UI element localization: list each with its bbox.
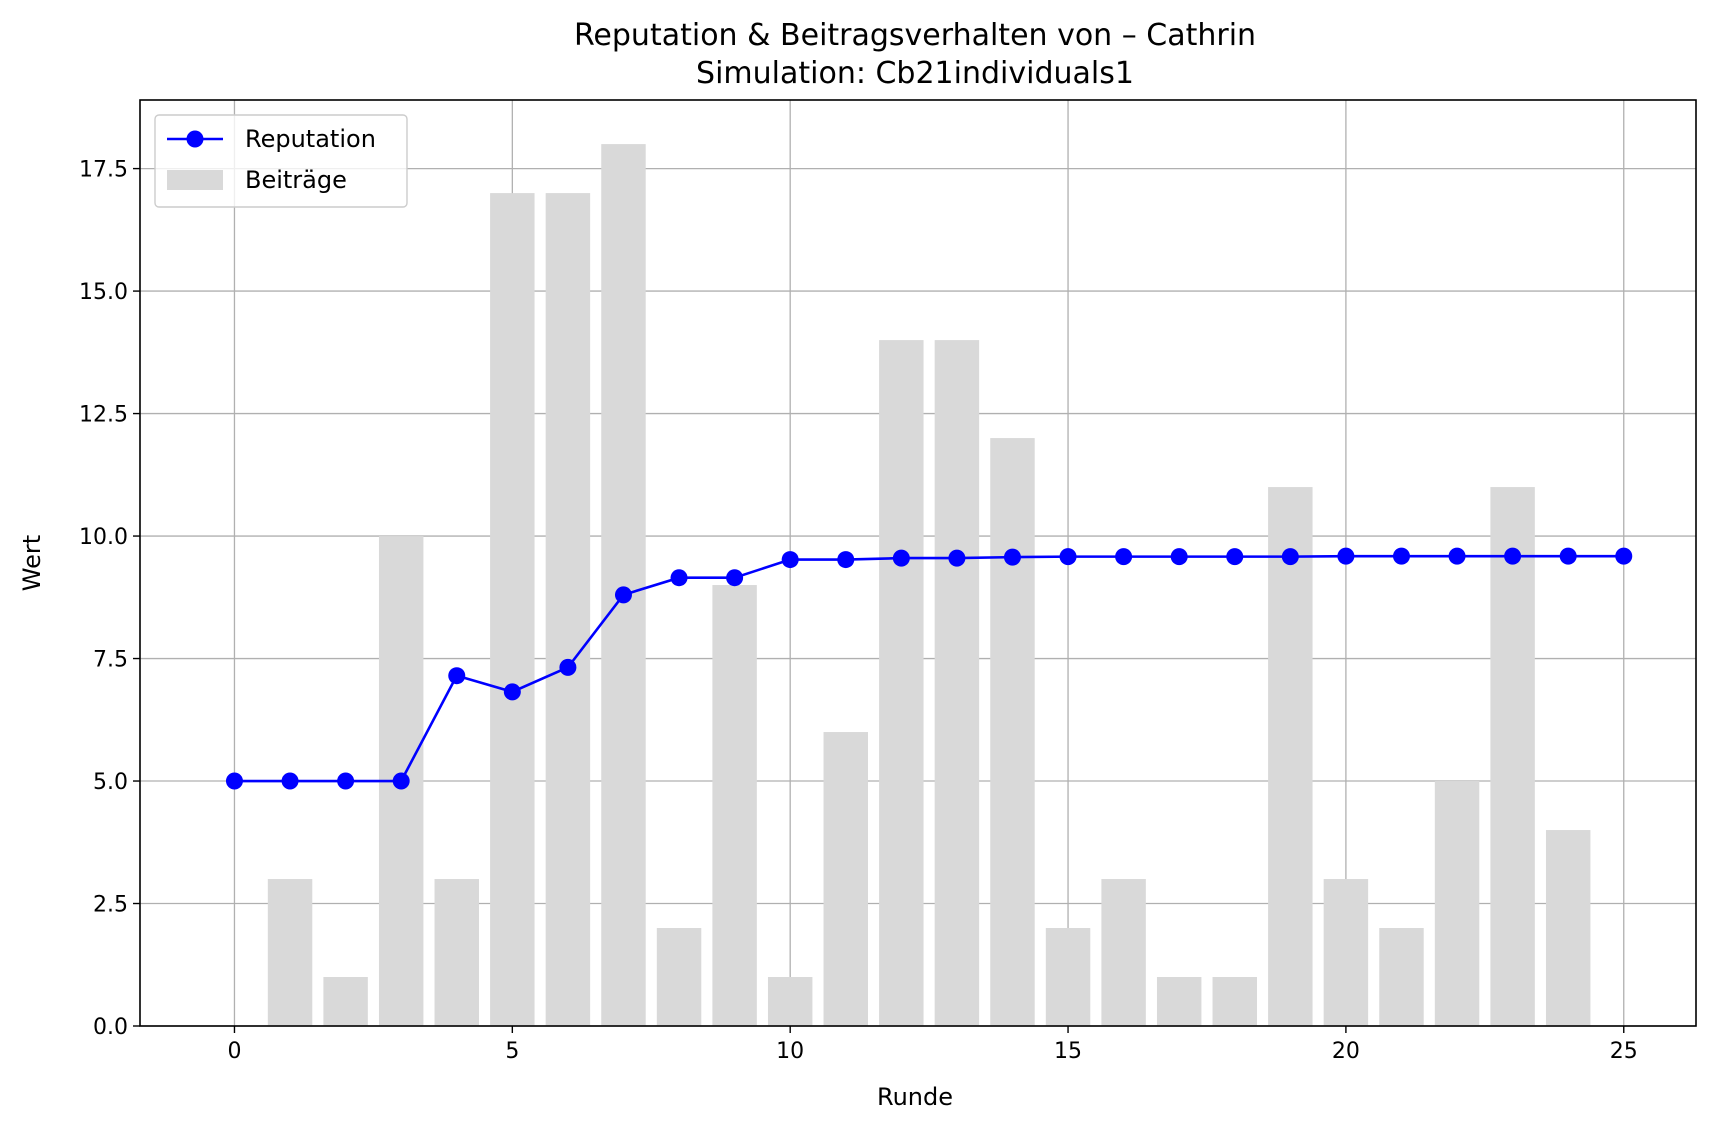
y-tick-label: 2.5 — [93, 893, 128, 918]
bar — [267, 879, 313, 1026]
reputation-point — [614, 586, 632, 604]
bar — [990, 438, 1035, 1027]
reputation-point — [726, 569, 744, 587]
y-tick-label: 10.0 — [79, 525, 128, 550]
reputation-point — [1337, 547, 1355, 565]
bar — [879, 340, 924, 1026]
bar — [1101, 879, 1146, 1026]
x-tick-label: 25 — [1610, 1039, 1638, 1064]
reputation-point — [337, 772, 355, 790]
reputation-point — [448, 667, 466, 685]
bar — [767, 977, 813, 1026]
reputation-point — [1115, 548, 1133, 566]
bar — [1490, 487, 1535, 1026]
bar — [1212, 977, 1257, 1026]
legend: Reputation Beiträge — [154, 114, 408, 208]
legend-marker-swatch — [186, 130, 204, 148]
chart-subtitle: Simulation: Cb21individuals1 — [696, 56, 1134, 91]
reputation-point — [1392, 547, 1410, 565]
reputation-point — [1170, 548, 1188, 566]
y-tick-label: 5.0 — [93, 770, 128, 795]
bar — [323, 977, 368, 1026]
bar — [1323, 879, 1369, 1026]
reputation-point — [281, 772, 299, 790]
legend-label-beitraege: Beiträge — [245, 166, 347, 194]
reputation-point — [503, 683, 521, 701]
reputation-point — [670, 569, 688, 587]
chart-title: Reputation & Beitragsverhalten von – Cat… — [574, 18, 1256, 53]
x-tick-label: 0 — [227, 1039, 241, 1064]
x-tick-label: 10 — [776, 1039, 804, 1064]
reputation-point — [1059, 548, 1077, 566]
x-axis-label: Runde — [877, 1083, 953, 1111]
bar — [1434, 781, 1480, 1026]
y-tick-label: 12.5 — [79, 403, 128, 428]
reputation-point — [1559, 547, 1577, 565]
x-axis-ticks: 0 5 10 15 20 25 — [227, 1026, 1638, 1064]
y-tick-label: 15.0 — [79, 280, 128, 305]
reputation-point — [1448, 547, 1466, 565]
reputation-point — [1615, 547, 1633, 565]
legend-label-reputation: Reputation — [245, 125, 376, 153]
reputation-point — [1226, 548, 1244, 566]
bar — [1268, 487, 1313, 1026]
bar — [1379, 928, 1424, 1026]
bar — [1156, 977, 1202, 1026]
y-tick-label: 17.5 — [79, 158, 128, 183]
legend-bar-swatch — [167, 170, 223, 190]
y-tick-label: 0.0 — [93, 1015, 128, 1040]
reputation-point — [1281, 548, 1299, 566]
line-series-reputation — [225, 547, 1633, 790]
reputation-point — [837, 551, 855, 569]
reputation-point — [892, 549, 910, 567]
bar — [545, 193, 591, 1026]
bar — [934, 340, 980, 1026]
y-axis-label: Wert — [18, 535, 46, 591]
reputation-point — [781, 551, 799, 569]
reputation-point — [1003, 548, 1021, 566]
x-tick-label: 5 — [505, 1039, 519, 1064]
reputation-point — [225, 772, 243, 790]
bar — [1045, 928, 1091, 1026]
bar — [601, 144, 646, 1027]
reputation-point — [948, 549, 966, 567]
plot-frame — [139, 99, 1697, 1027]
bar — [434, 879, 479, 1026]
x-tick-label: 15 — [1054, 1039, 1082, 1064]
bar — [712, 585, 757, 1026]
bar — [656, 928, 702, 1026]
x-tick-label: 20 — [1332, 1039, 1360, 1064]
reputation-point — [1504, 547, 1522, 565]
bar — [490, 193, 535, 1026]
bar — [1545, 830, 1591, 1026]
reputation-point — [559, 658, 577, 676]
y-tick-label: 7.5 — [93, 648, 128, 673]
reputation-point — [392, 772, 410, 790]
reputation-line — [234, 554, 1624, 783]
bar — [823, 732, 868, 1026]
y-axis-ticks: 0.0 2.5 5.0 7.5 10.0 12.5 15.0 17.5 — [79, 158, 140, 1040]
